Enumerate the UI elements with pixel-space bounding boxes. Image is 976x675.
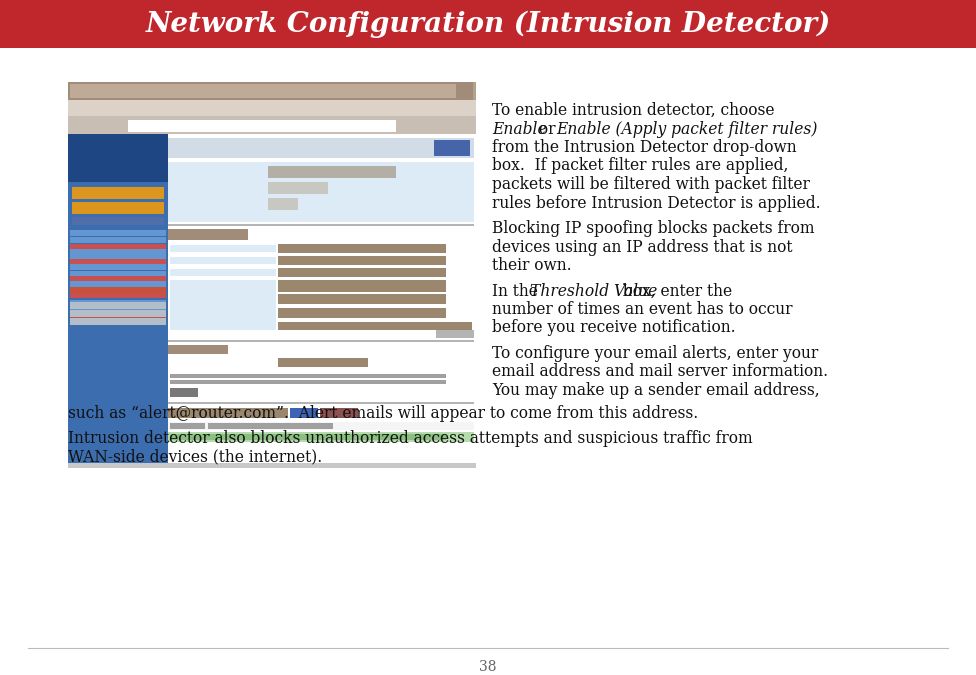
Text: To configure your email alerts, enter your: To configure your email alerts, enter yo… (492, 345, 818, 362)
Text: In the: In the (492, 283, 543, 300)
Text: You may make up a sender email address,: You may make up a sender email address, (492, 382, 820, 399)
Text: box, enter the: box, enter the (618, 283, 732, 300)
Text: Blocking IP spoofing blocks packets from: Blocking IP spoofing blocks packets from (492, 220, 815, 237)
Text: devices using an IP address that is not: devices using an IP address that is not (492, 238, 793, 256)
Text: before you receive notification.: before you receive notification. (492, 319, 736, 337)
Text: rules before Intrusion Detector is applied.: rules before Intrusion Detector is appli… (492, 194, 821, 211)
Text: from the Intrusion Detector drop-down: from the Intrusion Detector drop-down (492, 139, 796, 156)
Text: To enable intrusion detector, choose: To enable intrusion detector, choose (492, 102, 775, 119)
Text: Network Configuration (Intrusion Detector): Network Configuration (Intrusion Detecto… (145, 10, 831, 38)
Text: packets will be filtered with packet filter: packets will be filtered with packet fil… (492, 176, 810, 193)
Text: email address and mail server information.: email address and mail server informatio… (492, 364, 828, 381)
Text: WAN-side devices (the internet).: WAN-side devices (the internet). (68, 448, 322, 466)
Text: Threshold Value: Threshold Value (530, 283, 657, 300)
Text: number of times an event has to occur: number of times an event has to occur (492, 301, 793, 318)
Bar (0, 0, 976, 48)
Text: box.  If packet filter rules are applied,: box. If packet filter rules are applied, (492, 157, 789, 175)
Text: such as “alert@router.com”.  Alert emails will appear to come from this address.: such as “alert@router.com”. Alert emails… (68, 406, 698, 423)
Text: their own.: their own. (492, 257, 572, 274)
Text: 38: 38 (479, 660, 497, 674)
Text: or: or (534, 121, 560, 138)
Text: Enable: Enable (492, 121, 547, 138)
Text: Enable (Apply packet filter rules): Enable (Apply packet filter rules) (556, 121, 817, 138)
Text: Intrusion detector also blocks unauthorized access attempts and suspicious traff: Intrusion detector also blocks unauthori… (68, 430, 752, 447)
